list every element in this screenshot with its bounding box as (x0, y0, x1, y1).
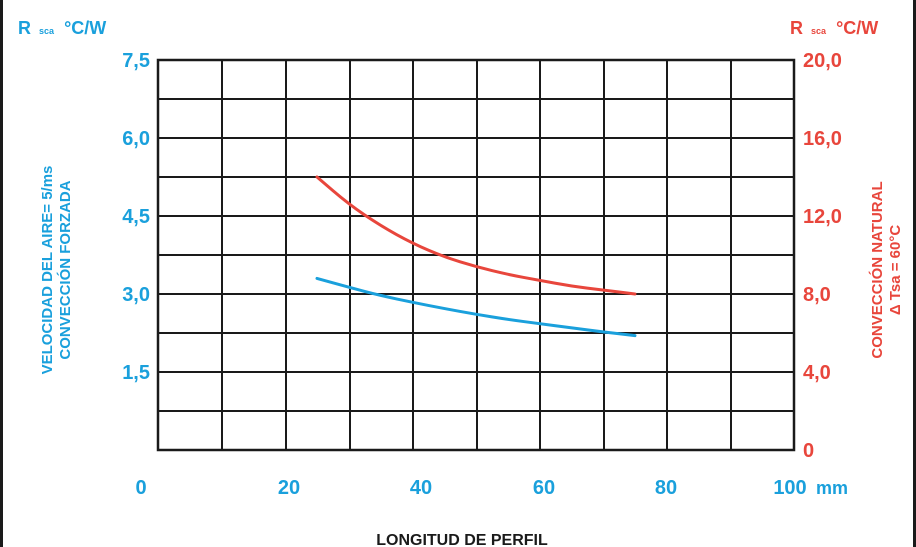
x-axis-title: LONGITUD DE PERFIL (376, 532, 548, 547)
right-tick-labels: 20,0 16,0 12,0 8,0 4,0 0 (803, 50, 842, 462)
right-tick-label: 8,0 (803, 284, 831, 306)
right-tick-label: 0 (803, 440, 814, 462)
data-series (315, 175, 637, 338)
left-tick-label: 4,5 (122, 206, 150, 228)
frame-left-edge (0, 0, 3, 547)
right-unit-sub: sca (811, 26, 827, 36)
grid-lines (157, 59, 795, 451)
x-tick-label: 40 (410, 477, 432, 499)
left-tick-labels: 7,5 6,0 4,5 3,0 1,5 (122, 50, 150, 384)
left-unit-tail: °C/W (64, 18, 106, 38)
right-unit-label: R sca °C/W (790, 18, 878, 38)
right-tick-label: 16,0 (803, 128, 842, 150)
frame-right-edge (913, 0, 916, 547)
right-tick-label: 4,0 (803, 362, 831, 384)
left-axis-title-line1: VELOCIDAD DEL AIRE= 5/ms (39, 166, 56, 375)
left-unit-main: R (18, 18, 31, 38)
x-tick-labels: 0 20 40 60 80 100 mm (135, 477, 848, 499)
forced-convection-line (315, 276, 637, 338)
x-tick-label: 20 (278, 477, 300, 499)
right-axis-title-line2: Δ Tsa = 60°C (887, 225, 904, 315)
natural-convection-line (315, 175, 637, 296)
right-tick-label: 20,0 (803, 50, 842, 72)
right-unit-main: R (790, 18, 803, 38)
x-tick-label: 80 (655, 477, 677, 499)
x-tick-label: 100 (773, 477, 806, 499)
right-axis-title-line1: CONVECCIÓN NATURAL (868, 181, 886, 358)
left-tick-label: 7,5 (122, 50, 150, 72)
x-unit-label: mm (816, 478, 848, 498)
left-tick-label: 6,0 (122, 128, 150, 150)
x-tick-label: 60 (533, 477, 555, 499)
left-axis-title-line2: CONVECCIÓN FORZADA (56, 180, 74, 359)
left-unit-label: R sca °C/W (18, 18, 106, 38)
right-unit-tail: °C/W (836, 18, 878, 38)
plot-border (156, 58, 796, 452)
left-tick-label: 1,5 (122, 362, 150, 384)
left-unit-sub: sca (39, 26, 55, 36)
left-tick-label: 3,0 (122, 284, 150, 306)
plot-frame (156, 58, 796, 452)
right-tick-label: 12,0 (803, 206, 842, 228)
x-tick-label: 0 (135, 477, 146, 499)
